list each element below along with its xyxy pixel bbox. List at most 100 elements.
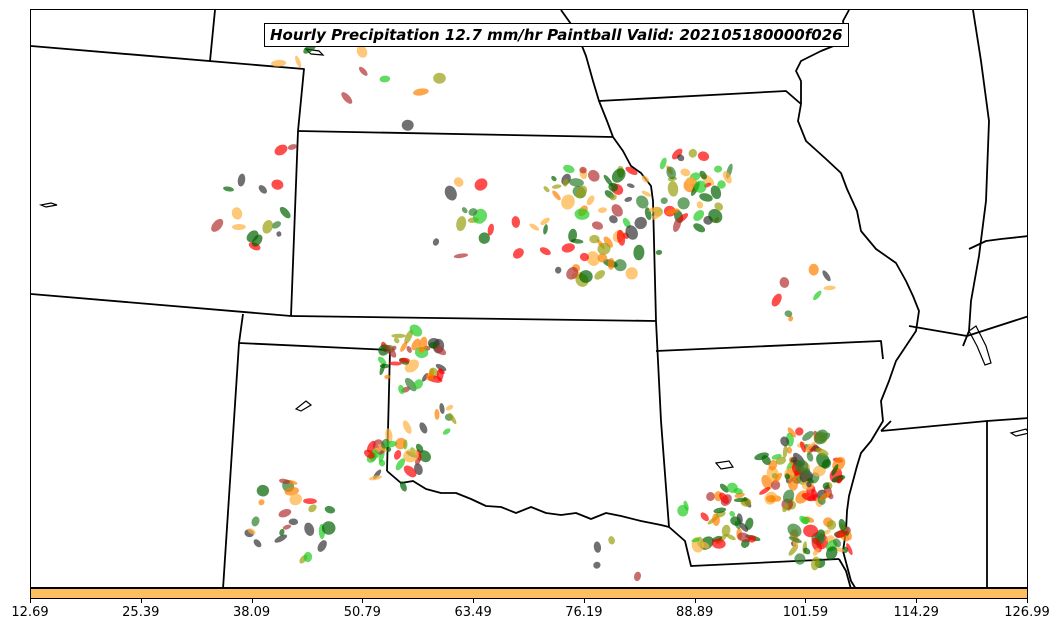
lake-outline	[38, 202, 58, 208]
precip-blob	[394, 437, 407, 450]
precip-blob	[253, 539, 262, 548]
colorbar-tick-mark	[583, 599, 585, 603]
precip-blob	[453, 177, 464, 187]
precip-blob	[598, 207, 607, 213]
precip-blob	[835, 529, 848, 539]
precip-blob	[377, 356, 387, 366]
lake-outline	[714, 460, 735, 470]
colorbar-tick-mark	[30, 599, 31, 603]
lake-outline	[294, 400, 313, 412]
precip-blob	[725, 533, 736, 541]
colorbar-tick-mark	[362, 599, 364, 603]
precip-blob	[671, 148, 683, 160]
precip-blob	[432, 238, 440, 246]
colorbar-tick-mark	[1027, 599, 1028, 603]
precip-blob	[779, 277, 790, 288]
colorbar-tick-mark	[140, 599, 142, 603]
precip-blob	[384, 441, 398, 448]
precip-blob	[589, 234, 600, 244]
precip-blob	[568, 228, 578, 243]
precip-blob	[624, 196, 633, 202]
map-panel: Hourly Precipitation 12.7 mm/hr Paintbal…	[30, 9, 1028, 588]
precip-blob	[317, 540, 327, 552]
precip-blob	[279, 528, 285, 536]
precip-blob	[722, 171, 732, 184]
precip-blob	[278, 478, 290, 484]
precip-blob	[278, 508, 292, 518]
precip-blob	[442, 428, 451, 435]
precip-blob	[714, 202, 724, 211]
precip-blob	[699, 193, 713, 202]
precip-blob	[439, 403, 445, 414]
precip-blob	[411, 338, 421, 351]
precip-blob	[401, 119, 414, 131]
precip-blob	[717, 180, 726, 189]
precip-blob	[415, 443, 424, 453]
precip-blob	[586, 251, 600, 267]
precip-blob	[686, 177, 696, 185]
precip-blob	[246, 230, 259, 243]
precip-blob	[418, 450, 431, 463]
precip-blob	[304, 522, 315, 536]
lake-outline	[968, 325, 992, 366]
precip-paintballs	[211, 42, 853, 582]
precip-blob	[614, 259, 627, 272]
precip-blob	[747, 535, 757, 543]
precip-blob	[384, 374, 391, 380]
precip-blob	[611, 168, 626, 183]
precip-blob	[223, 186, 234, 192]
colorbar	[30, 588, 1028, 599]
precip-blob	[418, 346, 424, 353]
precip-blob	[697, 151, 710, 161]
precip-blob	[782, 503, 789, 513]
precip-blob	[788, 315, 794, 322]
precip-blob	[402, 420, 412, 434]
precip-blob	[586, 195, 595, 206]
precip-blob	[721, 524, 731, 537]
precip-blob	[593, 541, 602, 553]
precip-blob	[288, 518, 299, 526]
precip-blob	[719, 492, 729, 504]
precip-blob	[788, 536, 802, 544]
precip-blob	[385, 344, 397, 358]
precip-blob	[831, 464, 839, 476]
precip-blob	[378, 459, 386, 467]
precip-blob	[433, 72, 446, 84]
precip-blob	[812, 465, 826, 477]
precip-blob	[588, 169, 600, 182]
precip-blob	[512, 248, 524, 259]
precip-blob	[677, 197, 690, 210]
precip-blob	[295, 55, 302, 68]
precip-blob	[393, 450, 402, 460]
precip-blob	[782, 489, 795, 503]
precip-blob	[540, 217, 550, 226]
precip-blob	[303, 551, 313, 563]
precip-blob	[289, 493, 302, 506]
colorbar-tick-mark	[473, 599, 475, 603]
precip-blob	[803, 547, 811, 555]
precip-blob	[358, 66, 368, 76]
precip-blob	[593, 561, 601, 569]
precip-blob	[784, 473, 791, 480]
precip-blob	[795, 427, 804, 436]
precip-blob	[413, 88, 429, 96]
precip-blob	[801, 492, 816, 502]
precip-blob	[211, 218, 224, 232]
precip-blob	[765, 495, 777, 503]
precip-blob	[276, 231, 282, 237]
precip-blob	[780, 436, 790, 447]
colorbar-tick-label: 12.69	[11, 605, 49, 620]
precip-blob	[771, 293, 782, 307]
precip-blob	[696, 201, 704, 209]
precip-blob	[543, 224, 548, 235]
precip-blob	[626, 183, 635, 188]
precip-blob	[388, 361, 402, 366]
precip-blob	[800, 441, 806, 453]
precip-blob	[284, 486, 300, 496]
precip-blob	[570, 238, 584, 244]
precip-blob	[232, 223, 246, 231]
colorbar-tick-label: 63.49	[454, 605, 492, 620]
precip-blob	[579, 252, 589, 262]
precip-blob	[691, 537, 700, 543]
colorbar-tick-mark	[916, 599, 918, 603]
